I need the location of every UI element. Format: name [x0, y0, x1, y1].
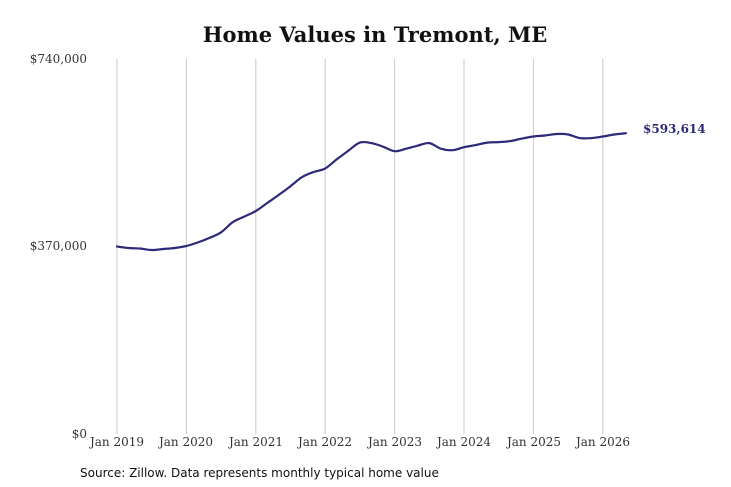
chart-title: Home Values in Tremont, ME	[203, 22, 548, 47]
x-axis-ticks: Jan 2019 Jan 2020 Jan 2021 Jan 2022 Jan …	[88, 435, 630, 449]
y-tick-label-max: $740,000	[30, 52, 87, 66]
x-tick-label: Jan 2020	[157, 435, 213, 449]
y-tick-label-zero: $0	[72, 427, 87, 441]
source-note: Source: Zillow. Data represents monthly …	[80, 466, 439, 480]
x-tick-label: Jan 2026	[574, 435, 630, 449]
x-tick-label: Jan 2022	[296, 435, 352, 449]
x-tick-label: Jan 2024	[435, 435, 491, 449]
home-value-series-line	[115, 132, 627, 252]
gridlines	[116, 59, 604, 434]
x-tick-label: Jan 2021	[227, 435, 283, 449]
x-tick-label: Jan 2025	[505, 435, 561, 449]
x-tick-label: Jan 2019	[88, 435, 144, 449]
y-tick-label-mid: $370,000	[30, 239, 87, 253]
last-value-label: $593,614	[643, 122, 706, 136]
x-tick-label: Jan 2023	[366, 435, 422, 449]
